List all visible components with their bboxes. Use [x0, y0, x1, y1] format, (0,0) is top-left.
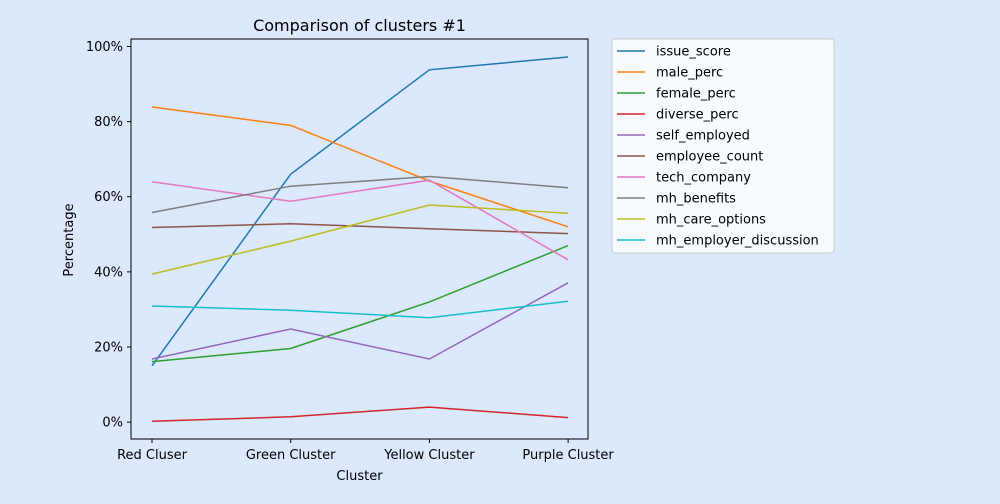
x-tick-label: Yellow Cluster [383, 448, 475, 463]
x-tick-label: Red Cluser [117, 448, 188, 463]
series-line-issue-score [151, 56, 569, 367]
x-tick-label: Green Cluster [246, 448, 336, 463]
series-line-mh-benefits [151, 175, 569, 214]
legend-label: employee_count [656, 150, 763, 165]
legend-box [611, 38, 835, 254]
legend-label: mh_employer_discussion [656, 234, 819, 249]
series-line-tech-company [151, 179, 569, 261]
legend-label: issue_score [656, 45, 731, 60]
legend-label: diverse_perc [656, 108, 739, 123]
legend-label: mh_benefits [656, 192, 736, 207]
series-line-diverse-perc [151, 406, 569, 423]
series-line-female-perc [151, 244, 569, 363]
legend: issue_score male_perc female_perc diverse_p… [611, 38, 835, 254]
y-tick-label: 0% [102, 416, 123, 431]
legend-label: female_perc [656, 87, 736, 102]
legend-label: male_perc [656, 66, 723, 81]
y-tick-label: 60% [94, 190, 123, 205]
x-tick-label: Purple Cluster [522, 448, 614, 463]
y-tick-label: 100% [86, 40, 123, 55]
y-tick-label: 20% [94, 340, 123, 355]
y-axis-label: Percentage [62, 203, 77, 276]
legend-label: mh_care_options [656, 213, 766, 228]
x-axis-label: Cluster [336, 469, 383, 484]
chart-title: Comparison of clusters #1 [253, 16, 466, 35]
series-line-male-perc [151, 106, 569, 228]
legend-label: tech_company [656, 171, 751, 186]
series-line-mh-care-options [151, 204, 569, 275]
series-line-employee-count [151, 223, 569, 235]
y-tick-label: 80% [94, 115, 123, 130]
series-line-mh-employer-discussion [151, 300, 569, 319]
plot-frame [130, 38, 589, 440]
series-line-self-employed [151, 282, 569, 360]
y-tick-label: 40% [94, 265, 123, 280]
legend-label: self_employed [656, 129, 750, 144]
